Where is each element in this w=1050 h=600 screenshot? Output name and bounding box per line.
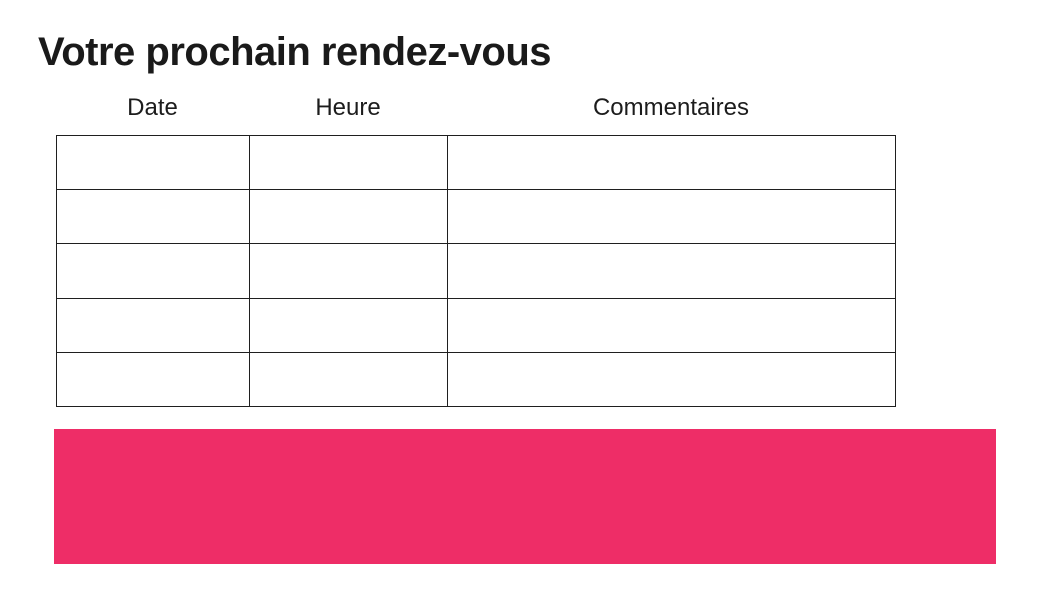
table-cell-date <box>56 134 250 191</box>
table-cell-heure <box>249 297 448 353</box>
table-cell-heure <box>249 351 448 408</box>
table-row <box>56 297 896 353</box>
column-header-date: Date <box>127 94 178 121</box>
table-cell-date <box>56 297 250 353</box>
page-title: Votre prochain rendez-vous <box>38 30 552 74</box>
table-cell-heure <box>249 189 448 245</box>
table-header-row: Date Heure Commentaires <box>56 94 895 122</box>
appointments-table <box>56 134 896 408</box>
table-cell-commentaires <box>447 243 896 299</box>
table-cell-commentaires <box>447 189 896 245</box>
table-cell-commentaires <box>447 134 896 191</box>
table-cell-commentaires <box>447 297 896 353</box>
appointments-table-body <box>56 134 896 408</box>
table-cell-commentaires <box>447 351 896 408</box>
column-header-commentaires: Commentaires <box>592 94 750 121</box>
table-cell-date <box>56 189 250 245</box>
table-cell-heure <box>249 243 448 299</box>
highlight-banner <box>54 429 996 564</box>
table-row <box>56 134 896 191</box>
table-cell-heure <box>249 134 448 191</box>
table-cell-date <box>56 243 250 299</box>
table-cell-date <box>56 351 250 408</box>
table-row <box>56 189 896 245</box>
table-row <box>56 243 896 299</box>
table-row <box>56 351 896 408</box>
column-header-heure: Heure <box>315 94 381 121</box>
